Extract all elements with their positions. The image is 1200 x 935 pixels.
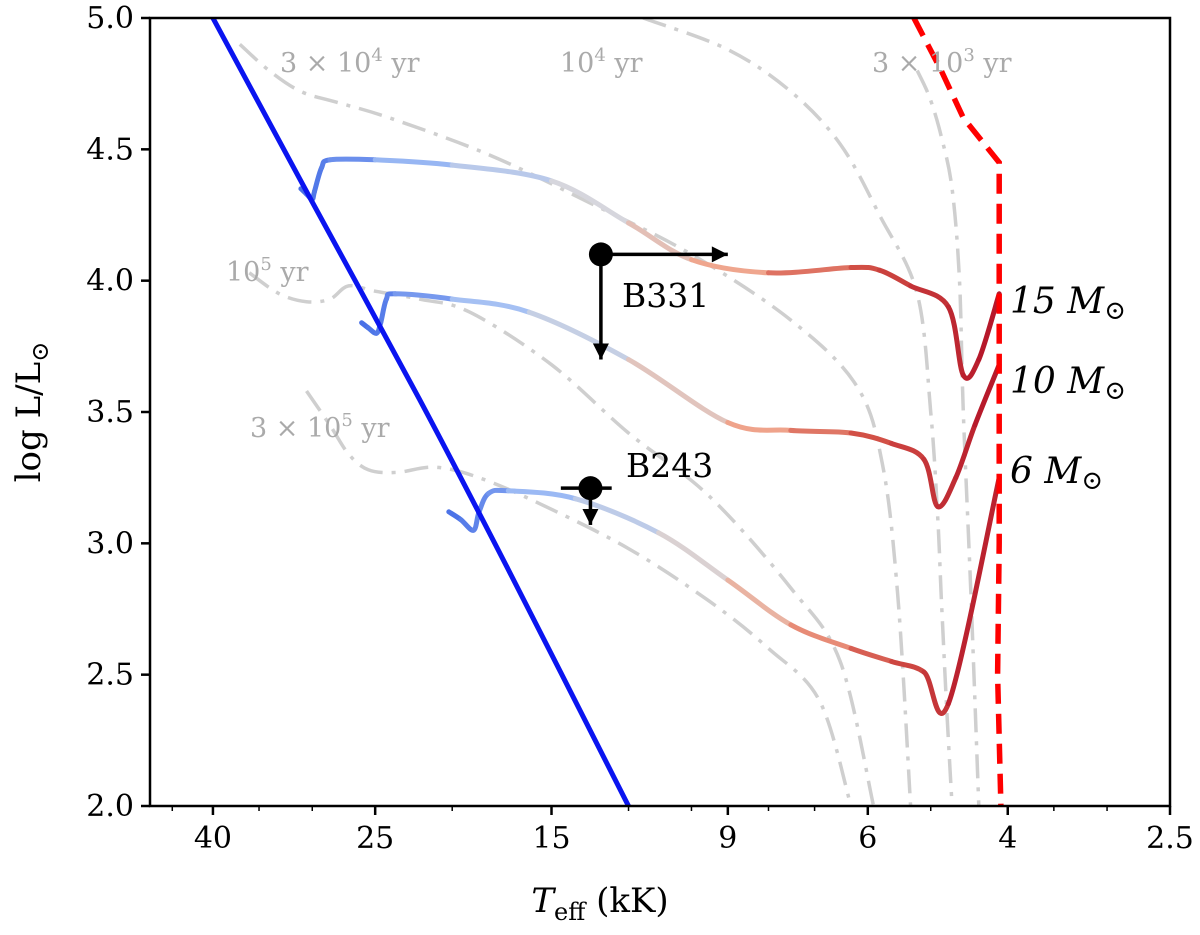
isochrone-label-3e5: 3 × 105 yr — [250, 410, 390, 444]
track-0-segment — [945, 304, 966, 378]
track-0-segment — [327, 156, 378, 163]
hayashi-line — [911, 18, 1004, 806]
zams-line — [210, 18, 631, 806]
track-2-segment — [921, 669, 951, 716]
isochrone-line-2 — [238, 42, 913, 806]
isochrone-line-0 — [915, 69, 981, 806]
track-1-segment — [889, 441, 927, 462]
track-1-segment — [725, 420, 794, 433]
b331-arrow-right-head — [711, 246, 728, 263]
isochrone-line-4 — [305, 390, 853, 806]
track-2-segment — [486, 487, 511, 496]
evolutionary-tracks — [298, 156, 1002, 716]
y-tick-label: 3.0 — [86, 526, 134, 561]
star-label-b331: B331 — [622, 276, 709, 315]
track-label-10msun: 10 M⊙ — [1010, 361, 1126, 406]
track-2-segment — [725, 577, 794, 628]
x-axis-label: Teff (kK) — [531, 881, 668, 926]
isochrone-label-3e3: 3 × 103 yr — [872, 45, 1012, 79]
track-label-15msun: 15 M⊙ — [1010, 281, 1126, 326]
track-0-segment — [549, 178, 631, 226]
track-0-segment — [976, 291, 1002, 362]
track-2-segment — [889, 659, 927, 675]
track-0-segment — [908, 283, 951, 310]
track-0-segment — [766, 265, 854, 276]
x-tick-label: 6 — [858, 821, 877, 856]
track-0-segment — [689, 257, 771, 276]
track-1-segment — [526, 309, 631, 362]
track-0-segment — [626, 220, 694, 263]
track-2-segment — [476, 490, 492, 515]
track-2-segment — [505, 488, 578, 502]
track-0-segment — [372, 157, 455, 168]
track-1-segment — [626, 357, 731, 425]
track-0-segment — [449, 162, 554, 184]
track-1-segment — [953, 422, 978, 481]
track-2-segment — [656, 530, 731, 583]
axes: 2.0 2.5 3.0 3.5 4.0 4.5 5.0 40 25 15 9 6 4 2.5 — [86, 1, 1194, 856]
isochrone-line-1 — [642, 18, 954, 806]
b331-marker — [588, 242, 613, 267]
isochrone-label-1e5: 105 yr — [226, 254, 309, 288]
x-tick-label: 4 — [998, 821, 1017, 856]
y-axis-label: log L/L⊙ — [9, 342, 54, 483]
track-1-segment — [935, 475, 959, 510]
isochrone-lines — [238, 18, 981, 806]
track-1-segment — [449, 296, 532, 315]
y-tick-label: 2.0 — [86, 789, 134, 824]
track-1-segment — [788, 427, 854, 436]
track-1-segment — [392, 291, 455, 302]
y-tick-label: 2.5 — [86, 658, 134, 693]
track-2-segment — [945, 475, 1002, 707]
track-0 — [298, 156, 1002, 381]
y-tick-label: 5.0 — [86, 1, 134, 36]
track-2-segment — [788, 622, 854, 651]
star-label-b243: B243 — [626, 446, 713, 485]
track-label-6msun: 6 M⊙ — [1010, 451, 1103, 496]
isochrone-label-3e4: 3 × 104 yr — [280, 45, 420, 79]
y-tick-label: 4.5 — [86, 132, 134, 167]
b331-arrow-down-head — [592, 343, 609, 360]
track-1-segment — [848, 430, 895, 446]
isochrone-label-1e4: 104 yr — [560, 45, 643, 79]
plot-frame — [148, 16, 1172, 808]
zams-line-group — [210, 18, 631, 806]
track-2-segment — [848, 645, 895, 664]
track-1-segment — [378, 296, 389, 326]
x-tick-label: 40 — [194, 821, 232, 856]
y-tick-label: 4.0 — [86, 264, 134, 299]
isochrone-line-3 — [248, 271, 876, 806]
x-tick-label: 2.5 — [1146, 821, 1194, 856]
observed-stars — [560, 242, 728, 525]
y-tick-label: 3.5 — [86, 395, 134, 430]
track-1-segment — [921, 456, 941, 510]
track-1 — [359, 291, 1002, 510]
x-tick-label: 25 — [356, 821, 394, 856]
track-0-segment — [312, 165, 325, 194]
track-0-segment — [960, 357, 982, 381]
b243-marker — [578, 476, 603, 501]
track-1-segment — [972, 362, 1002, 428]
track-0-segment — [848, 264, 882, 273]
x-tick-label: 9 — [718, 821, 737, 856]
x-tick-label: 15 — [532, 821, 570, 856]
hayashi-line-group — [911, 18, 1004, 806]
track-2-segment — [572, 496, 662, 536]
track-0-segment — [877, 267, 914, 289]
b243-arrow-down-head — [582, 508, 599, 525]
